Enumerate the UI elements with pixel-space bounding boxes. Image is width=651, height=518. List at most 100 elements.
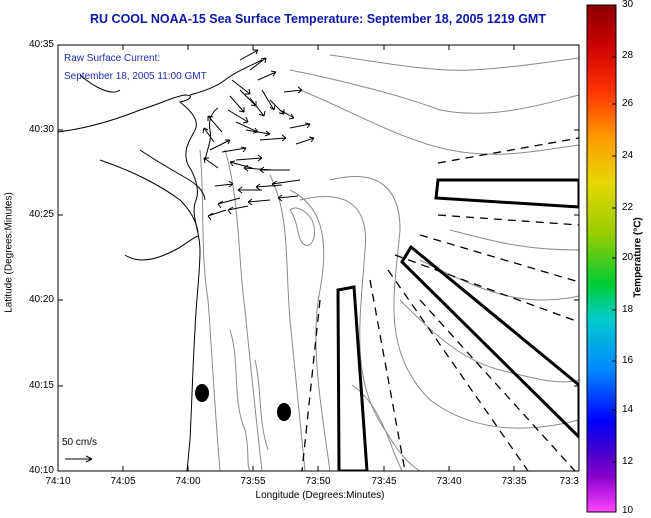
- colorbar-tick-label: 30: [622, 0, 634, 10]
- coastline-peninsula: [189, 59, 263, 96]
- x-tick-label: 73:40: [436, 476, 462, 487]
- map-title: RU COOL NOAA-15 Sea Surface Temperature:…: [90, 12, 546, 26]
- station-marker: [277, 403, 291, 421]
- current-annotation-line2: September 18, 2005 11:00 GMT: [64, 71, 207, 82]
- dashed-range-line: [369, 279, 406, 471]
- colorbar-tick-label: 26: [622, 98, 634, 109]
- colorbar-tick-label: 28: [622, 50, 634, 61]
- current-vector: [279, 109, 295, 120]
- x-tick-label: 73:50: [305, 476, 331, 487]
- colorbar-tick-label: 14: [622, 404, 634, 415]
- radar-range-lines: [301, 137, 579, 471]
- y-tick-label: 40:25: [28, 209, 54, 220]
- current-vector: [283, 86, 303, 94]
- contour-line: [289, 207, 315, 246]
- coastline-mainland: [58, 94, 201, 471]
- current-vector: [289, 122, 311, 129]
- current-vector: [202, 127, 215, 143]
- current-vector: [229, 95, 245, 113]
- current-vector: [229, 160, 253, 169]
- coastline: [58, 59, 263, 471]
- y-tick-label: 40:30: [28, 124, 54, 135]
- current-vector: [259, 134, 287, 142]
- x-tick-label: 73:35: [501, 476, 527, 487]
- contour-line: [329, 176, 579, 429]
- radar-beam-north: [434, 178, 579, 209]
- colorbar-tick-label: 22: [622, 202, 634, 213]
- current-vector: [261, 89, 276, 111]
- current-vector: [255, 183, 283, 191]
- colorbar-tick-label: 20: [622, 252, 634, 263]
- colorbar-tick-label: 24: [622, 150, 634, 161]
- contour-line: [229, 329, 251, 471]
- colorbar-tick-label: 16: [622, 355, 634, 366]
- y-tick-label: 40:15: [28, 380, 54, 391]
- current-vector: [209, 139, 231, 151]
- dashed-range-line: [419, 299, 576, 471]
- coastline-shore: [79, 74, 121, 93]
- current-vector: [249, 97, 266, 117]
- contour-line: [269, 174, 306, 471]
- x-tick-marks: [122, 45, 515, 471]
- current-vector: [214, 180, 234, 188]
- contour-line: [254, 359, 269, 451]
- dashed-range-line: [394, 254, 579, 323]
- radar-beam-south: [336, 285, 369, 471]
- contour-line: [351, 384, 403, 471]
- y-tick-label: 40:10: [28, 465, 54, 476]
- radar-beam-east: [400, 244, 579, 440]
- x-tick-label: 74:05: [110, 476, 136, 487]
- current-vector: [221, 146, 247, 153]
- y-tick-marks: [58, 44, 579, 387]
- contour-line: [449, 229, 579, 251]
- current-vectors: [202, 49, 315, 221]
- coastline-cape: [204, 107, 219, 161]
- current-vector: [259, 166, 290, 174]
- contour-line: [299, 89, 579, 155]
- dashed-range-line: [437, 214, 579, 226]
- y-axis-title: Latitude (Degrees:Minutes): [3, 192, 15, 313]
- contour-line: [289, 189, 331, 471]
- contour-line: [419, 259, 579, 301]
- scale-vector-arrow: [65, 455, 93, 463]
- coastline-inlet: [124, 235, 199, 261]
- current-vector: [295, 136, 315, 145]
- bathymetry-contours: [199, 54, 579, 471]
- station-marker: [195, 384, 209, 402]
- current-vector: [227, 205, 249, 215]
- contour-line: [299, 196, 421, 471]
- current-vector: [235, 154, 263, 162]
- colorbar-title: Temperature (°C): [632, 217, 644, 298]
- contour-line: [199, 149, 221, 471]
- contour-line: [224, 149, 263, 471]
- x-tick-label: 73:55: [240, 476, 266, 487]
- current-vector: [247, 198, 271, 206]
- contour-line: [399, 299, 579, 383]
- current-vector: [249, 57, 267, 71]
- current-vector: [231, 79, 251, 95]
- current-vector: [237, 186, 262, 194]
- plot-frame: [57, 44, 580, 472]
- colorbar: [586, 4, 617, 513]
- colorbar-tick-label: 12: [622, 456, 634, 467]
- y-tick-label: 40:35: [28, 39, 54, 50]
- radar-beams: [336, 178, 579, 471]
- current-vector: [227, 109, 249, 124]
- contour-line: [289, 69, 579, 114]
- colorbar-tick-label: 10: [622, 505, 634, 516]
- current-vector: [203, 157, 219, 169]
- coastline-river: [139, 149, 206, 201]
- current-vector: [269, 99, 285, 115]
- current-vector: [257, 70, 277, 81]
- current-vector: [271, 179, 301, 188]
- y-tick-label: 40:20: [28, 294, 54, 305]
- colorbar-tick-marks: [612, 56, 616, 463]
- current-vector: [245, 129, 271, 137]
- coastline-bay: [99, 159, 199, 233]
- x-axis-title: Longitude (Degrees:Minutes): [255, 490, 385, 501]
- current-vector: [277, 194, 299, 202]
- colorbar-tick-label: 18: [622, 304, 634, 315]
- current-annotation-line1: Raw Surface Current:: [64, 53, 161, 64]
- dashed-range-line: [437, 137, 579, 164]
